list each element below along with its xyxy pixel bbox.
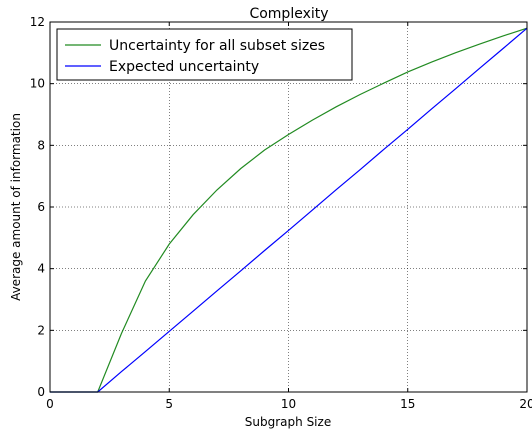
chart-title: Complexity [249, 6, 328, 22]
legend-box [56, 28, 353, 81]
series-line-1 [50, 27, 528, 393]
x-tick-label: 0 [46, 397, 54, 411]
y-tick-label: 2 [37, 323, 45, 337]
y-tick-label: 8 [37, 138, 45, 152]
legend-label-expected: Expected uncertainty [109, 59, 259, 75]
y-tick-label: 0 [37, 385, 45, 399]
series-line-0 [50, 27, 528, 393]
series-layer [50, 27, 528, 393]
y-tick-label: 4 [37, 262, 45, 276]
legend: Uncertainty for all subset sizes Expecte… [56, 28, 353, 81]
y-tick-label: 12 [30, 15, 45, 29]
y-tick-label: 10 [30, 77, 45, 91]
x-tick-label: 15 [400, 397, 415, 411]
y-tick-label: 6 [37, 200, 45, 214]
tick-layer: 0 5 10 15 20 0 2 4 6 8 10 12 [30, 15, 532, 411]
x-tick-label: 10 [281, 397, 296, 411]
y-axis-title: Average amount of information [9, 113, 23, 301]
x-axis-title: Subgraph Size [245, 415, 331, 429]
x-tick-label: 5 [165, 397, 173, 411]
x-tick-label: 20 [519, 397, 532, 411]
legend-label-uncertainty-all: Uncertainty for all subset sizes [109, 38, 325, 54]
